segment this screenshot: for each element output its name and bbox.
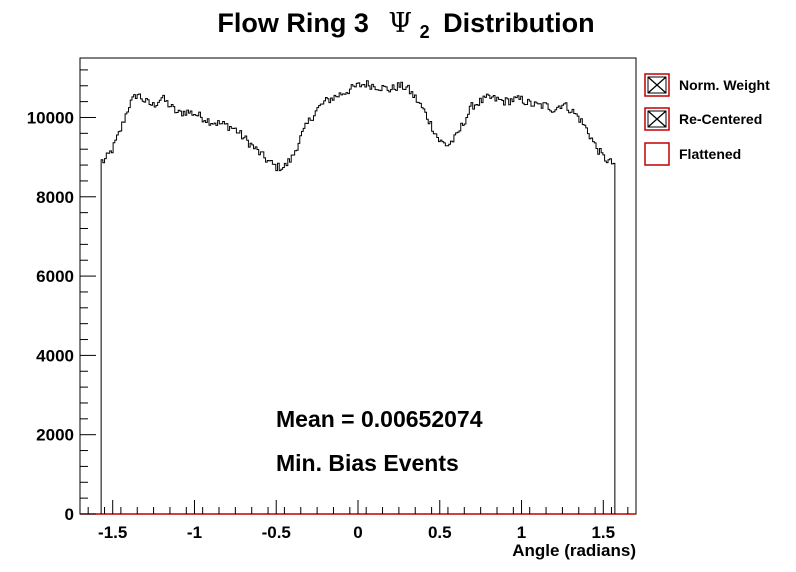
x-tick-label: -1 <box>187 523 202 542</box>
legend-item-flattened: Flattened <box>644 142 741 166</box>
x-tick-label: 0.5 <box>428 523 452 542</box>
chart-title: Flow Ring 3 Ψ 2 Distribution <box>217 8 594 44</box>
legend-label-norm-weight: Norm. Weight <box>679 77 770 93</box>
y-tick-label: 10000 <box>27 108 74 127</box>
x-tick-label: 1.5 <box>591 523 615 542</box>
title-rest: Distribution <box>443 8 594 38</box>
x-tick-label: 0 <box>353 523 362 542</box>
legend-label-flattened: Flattened <box>679 146 741 162</box>
legend-label-re-centered: Re-Centered <box>679 111 762 127</box>
legend-item-norm-weight: Norm. Weight <box>644 73 770 97</box>
histogram-series-line <box>100 80 616 514</box>
y-tick-label: 6000 <box>36 267 74 286</box>
y-tick-label: 2000 <box>36 426 74 445</box>
annotation-events: Min. Bias Events <box>276 450 459 476</box>
y-tick-label: 8000 <box>36 188 74 207</box>
legend: Norm. Weight Re-Centered Flattened <box>644 73 770 166</box>
x-tick-label: -0.5 <box>262 523 291 542</box>
title-subscript: 2 <box>420 22 430 42</box>
x-axis-ticks: -1.5 -1 -0.5 0 0.5 1 1.5 <box>87 500 629 542</box>
y-tick-label: 0 <box>65 505 74 524</box>
title-main: Flow Ring 3 <box>217 8 369 38</box>
annotation-mean: Mean = 0.00652074 <box>276 406 483 432</box>
legend-item-re-centered: Re-Centered <box>644 107 762 131</box>
x-axis-label: Angle (radians) <box>512 541 636 560</box>
x-tick-label: -1.5 <box>98 523 127 542</box>
title-symbol: Ψ <box>388 8 412 39</box>
y-axis-ticks: 0 2000 4000 6000 8000 10000 <box>27 69 96 524</box>
y-tick-label: 4000 <box>36 346 74 365</box>
plot-frame <box>79 57 637 515</box>
x-tick-label: 1 <box>517 523 526 542</box>
